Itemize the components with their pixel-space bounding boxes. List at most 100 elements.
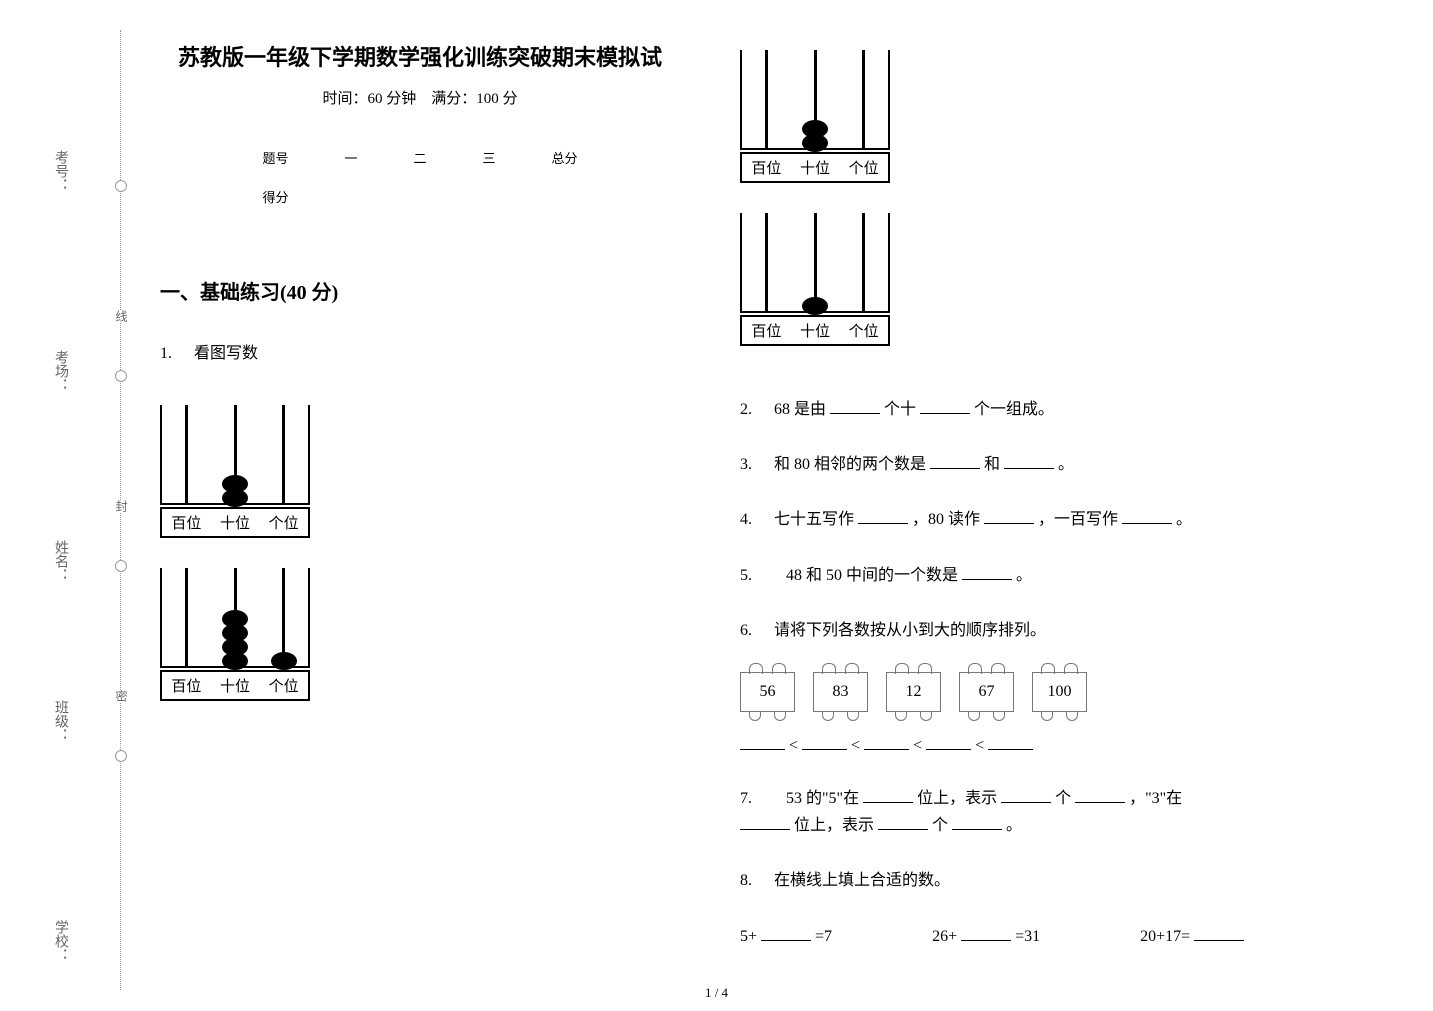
- right-column: 百位 十位 个位 百位 十位 个位 2. 68 是由 个十: [710, 40, 1390, 970]
- abacus-label-ge: 个位: [259, 672, 308, 699]
- blank: [761, 923, 811, 941]
- q4-text-c: ，一百写作: [1038, 511, 1118, 528]
- eq2-a: 26+: [932, 928, 957, 945]
- binding-margin: 考号： 考场： 姓名： 班级： 学校： 线 封 密: [0, 0, 140, 1011]
- abacus-3: 百位 十位 个位: [740, 50, 890, 183]
- abacus-label-bai: 百位: [162, 672, 211, 699]
- number-card: 100: [1032, 672, 1087, 712]
- card-value: 56: [760, 683, 776, 701]
- card-value: 67: [979, 683, 995, 701]
- score-cell: [385, 177, 454, 216]
- th-col3: 三: [455, 138, 524, 177]
- blank: [984, 506, 1034, 524]
- cut-label-feng: 封: [113, 500, 130, 512]
- abacus-label-shi: 十位: [211, 672, 260, 699]
- time-label: 时间：60 分钟: [322, 91, 416, 107]
- blank: [920, 396, 970, 414]
- abacus-4: 百位 十位 个位: [740, 213, 890, 346]
- blank: [1004, 451, 1054, 469]
- th-col2: 二: [385, 138, 454, 177]
- lt-sign: <: [851, 737, 860, 754]
- cut-line: 线 封 密: [120, 30, 121, 990]
- q4-text-d: 。: [1176, 511, 1192, 528]
- q6-text: 请将下列各数按从小到大的顺序排列。: [774, 622, 1046, 639]
- abacus-2: 百位 十位 个位: [160, 568, 310, 701]
- abacus-label-shi: 十位: [791, 154, 840, 181]
- cut-circle: [115, 560, 127, 572]
- number-card: 56: [740, 672, 795, 712]
- cut-label-mi: 密: [113, 690, 130, 702]
- q7-text-b: 位上，表示: [917, 790, 997, 807]
- q7-text-e: 位上，表示: [794, 817, 874, 834]
- q7-text-g: 。: [1006, 817, 1022, 834]
- score-label: 满分：100 分: [431, 91, 517, 107]
- abacus-label-bai: 百位: [162, 509, 211, 536]
- lt-sign: <: [789, 737, 798, 754]
- blank: [961, 923, 1011, 941]
- q6-num: 6.: [740, 617, 770, 644]
- blank: [1194, 923, 1244, 941]
- blank: [740, 812, 790, 830]
- q7-text-d: ，"3"在: [1129, 790, 1182, 807]
- sort-blank: [864, 732, 909, 750]
- question-8: 8. 在横线上填上合适的数。: [740, 867, 1390, 894]
- question-3: 3. 和 80 相邻的两个数是 和 。: [740, 451, 1390, 478]
- q7-text-a: 53 的"5"在: [786, 790, 859, 807]
- blank: [1122, 506, 1172, 524]
- lt-sign: <: [913, 737, 922, 754]
- cut-circle: [115, 370, 127, 382]
- eq1-b: =7: [815, 928, 832, 945]
- question-4: 4. 七十五写作 ，80 读作 ，一百写作 。: [740, 506, 1390, 533]
- eq3-a: 20+17=: [1140, 928, 1190, 945]
- margin-label-xuexiao: 学校：: [50, 920, 70, 962]
- section1-title: 一、基础练习(40 分): [160, 276, 680, 305]
- q8-num: 8.: [740, 867, 770, 894]
- abacus-label-shi: 十位: [791, 317, 840, 344]
- question-1: 1. 看图写数: [160, 340, 680, 367]
- abacus-label-ge: 个位: [839, 317, 888, 344]
- q4-text-b: ，80 读作: [912, 511, 980, 528]
- eq2-b: =31: [1015, 928, 1040, 945]
- exam-subtitle: 时间：60 分钟 满分：100 分: [160, 87, 680, 108]
- score-cell: [524, 177, 606, 216]
- cut-circle: [115, 180, 127, 192]
- cut-label-xian: 线: [113, 310, 130, 322]
- eq1: 5+ =7: [740, 923, 832, 946]
- th-total: 总分: [524, 138, 606, 177]
- cut-circle: [115, 750, 127, 762]
- sort-blank: [988, 732, 1033, 750]
- card-value: 83: [833, 683, 849, 701]
- q5-text-a: 48 和 50 中间的一个数是: [786, 567, 958, 584]
- eq3: 20+17=: [1140, 923, 1244, 946]
- q1-num: 1.: [160, 340, 190, 367]
- blank: [830, 396, 880, 414]
- equation-row: 5+ =7 26+ =31 20+17=: [740, 923, 1390, 946]
- sort-blank: [926, 732, 971, 750]
- exam-title: 苏教版一年级下学期数学强化训练突破期末模拟试: [160, 40, 680, 72]
- abacus-1: 百位 十位 个位: [160, 405, 310, 538]
- q7-num: 7.: [740, 785, 770, 812]
- number-cards-row: 56 83 12 67 100: [740, 672, 1390, 712]
- left-column: 苏教版一年级下学期数学强化训练突破期末模拟试 时间：60 分钟 满分：100 分…: [160, 40, 710, 970]
- q3-text-c: 。: [1058, 456, 1074, 473]
- question-7: 7. 53 的"5"在 位上，表示 个 ，"3"在 位上，表示 个 。: [740, 785, 1390, 839]
- abacus-label-bai: 百位: [742, 317, 791, 344]
- sort-row: < < < <: [740, 732, 1390, 755]
- margin-label-kaochang: 考场：: [50, 350, 70, 392]
- score-cell: [316, 177, 385, 216]
- number-card: 12: [886, 672, 941, 712]
- question-2: 2. 68 是由 个十 个一组成。: [740, 396, 1390, 423]
- blank: [878, 812, 928, 830]
- blank: [1075, 785, 1125, 803]
- q2-num: 2.: [740, 396, 770, 423]
- q7-text-c: 个: [1055, 790, 1071, 807]
- q7-text-f: 个: [932, 817, 948, 834]
- q5-num: 5.: [740, 562, 770, 589]
- blank: [863, 785, 913, 803]
- sort-blank: [802, 732, 847, 750]
- q5-text-b: 。: [1016, 567, 1032, 584]
- number-card: 67: [959, 672, 1014, 712]
- score-table: 题号 一 二 三 总分 得分: [234, 138, 605, 216]
- q4-text-a: 七十五写作: [774, 511, 854, 528]
- lt-sign: <: [975, 737, 984, 754]
